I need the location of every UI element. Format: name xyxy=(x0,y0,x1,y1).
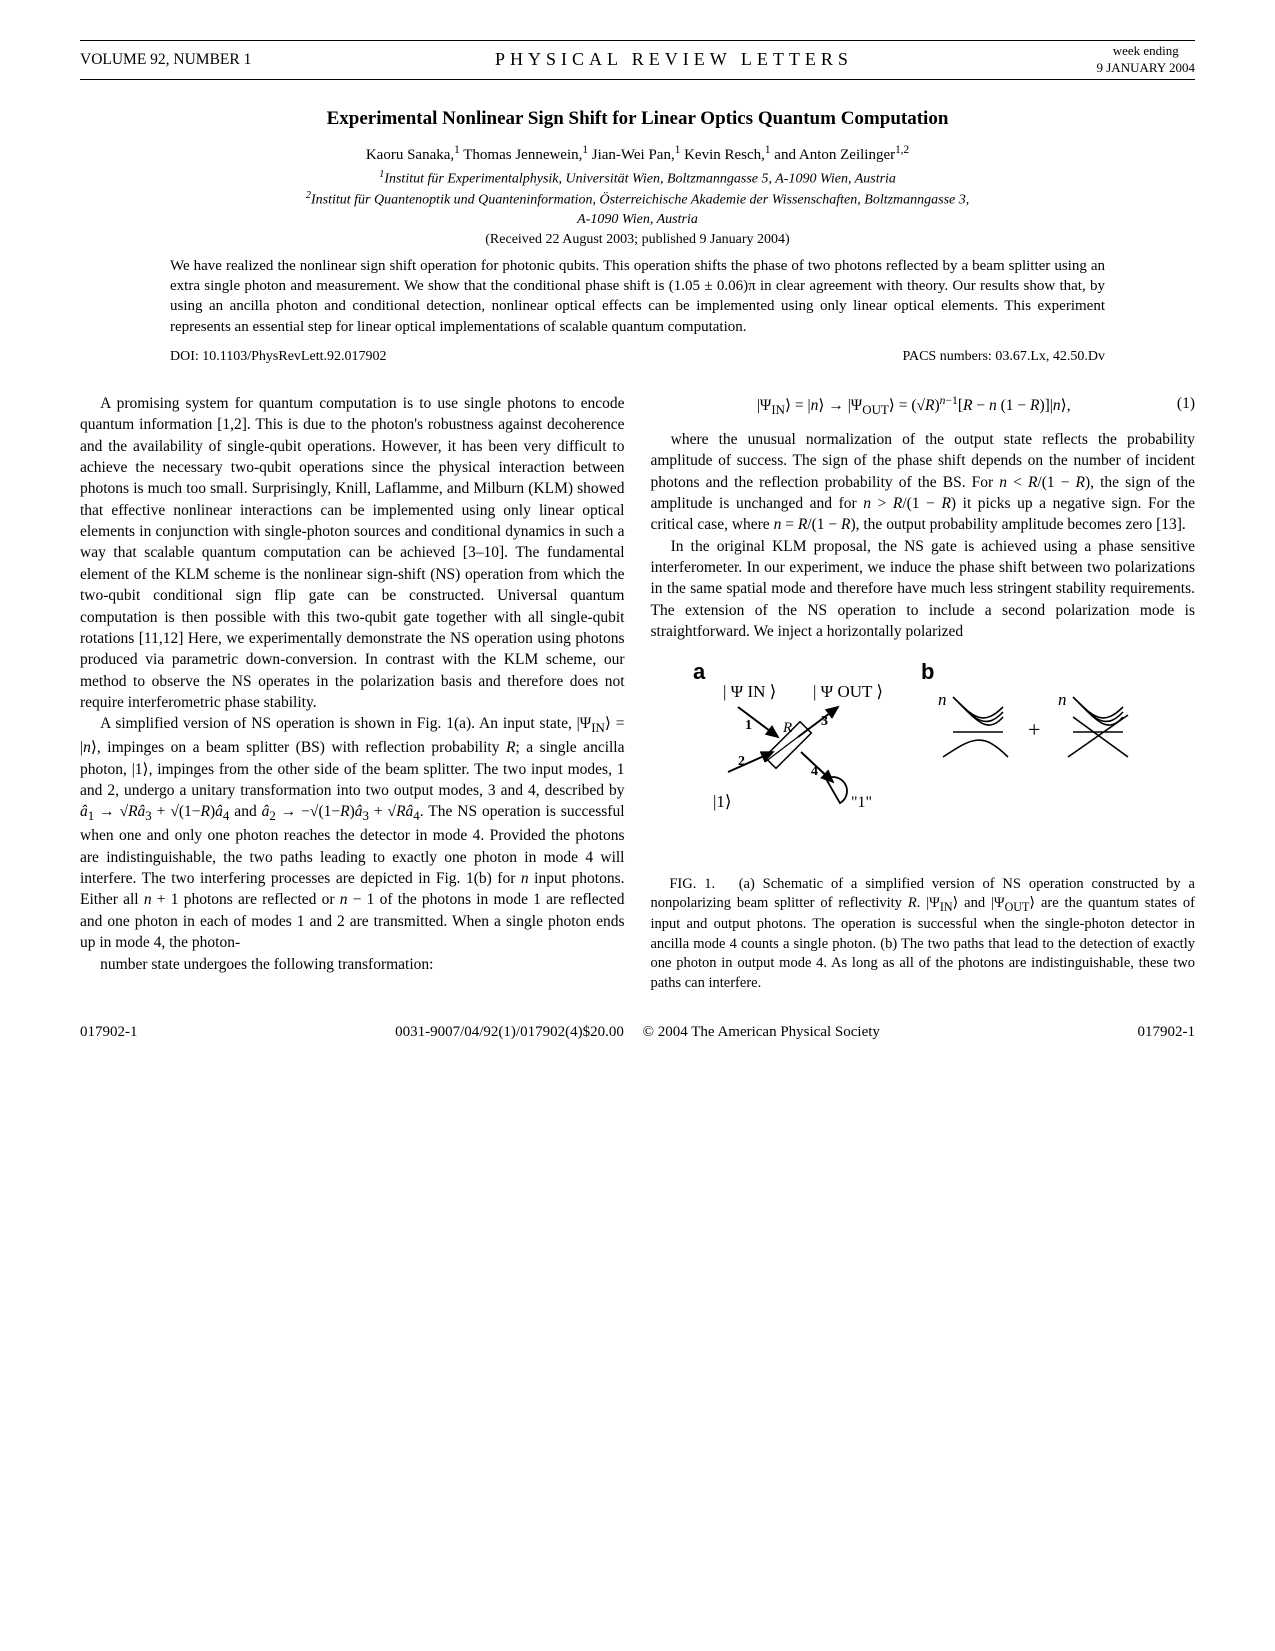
paragraph-2: A simplified version of NS operation is … xyxy=(80,713,625,953)
footer-right: 017902-1 xyxy=(1138,1024,1196,1041)
fig-R: R xyxy=(782,720,792,736)
fig-mode1: 1 xyxy=(745,718,752,733)
body-text: A promising system for quantum computati… xyxy=(80,393,1195,994)
fig-psi-in: | Ψ IN ⟩ xyxy=(723,682,776,701)
fig-mode3: 3 xyxy=(821,714,828,729)
fig-one-ket: |1⟩ xyxy=(713,792,732,811)
arrow-mode3 xyxy=(798,707,838,737)
detector-icon xyxy=(826,771,852,802)
affiliation-3: A-1090 Wien, Austria xyxy=(80,211,1195,230)
journal-name: PHYSICAL REVIEW LETTERS xyxy=(495,49,853,70)
fig-n2: n xyxy=(1058,690,1067,709)
arrow-mode1 xyxy=(738,707,778,737)
meta-line: DOI: 10.1103/PhysRevLett.92.017902 PACS … xyxy=(170,349,1105,365)
fig-label-a: a xyxy=(693,659,706,684)
fig-mode4: 4 xyxy=(811,764,818,779)
issue-date: week ending 9 JANUARY 2004 xyxy=(1097,43,1195,77)
paragraph-3: number state undergoes the following tra… xyxy=(80,954,625,975)
figure-1-svg: a | Ψ IN ⟩ | Ψ OUT ⟩ "1" 1 2 3 4 R |1⟩ b xyxy=(683,657,1163,867)
abstract: We have realized the nonlinear sign shif… xyxy=(170,256,1105,337)
figure-1: a | Ψ IN ⟩ | Ψ OUT ⟩ "1" 1 2 3 4 R |1⟩ b xyxy=(651,657,1196,994)
paragraph-1: A promising system for quantum computati… xyxy=(80,393,625,714)
fig-label-b: b xyxy=(921,659,934,684)
fig-psi-out: | Ψ OUT ⟩ xyxy=(813,682,883,701)
fig-one-det: "1" xyxy=(851,794,872,811)
author-list: Kaoru Sanaka,1 Thomas Jennewein,1 Jian-W… xyxy=(80,144,1195,164)
arrow-mode2 xyxy=(728,752,773,772)
panel-b-right xyxy=(1068,697,1128,757)
equation-1: |ΨIN⟩ = |n⟩ → |ΨOUT⟩ = (√R)n−1[R − n (1 … xyxy=(651,393,1196,419)
running-header: VOLUME 92, NUMBER 1 PHYSICAL REVIEW LETT… xyxy=(80,40,1195,80)
doi: DOI: 10.1103/PhysRevLett.92.017902 xyxy=(170,349,386,365)
pacs: PACS numbers: 03.67.Lx, 42.50.Dv xyxy=(902,349,1105,365)
fig-plus: + xyxy=(1028,717,1040,742)
paragraph-4: where the unusual normalization of the o… xyxy=(651,429,1196,536)
fig-n1: n xyxy=(938,690,947,709)
fig-mode2: 2 xyxy=(738,754,745,769)
paragraph-5: In the original KLM proposal, the NS gat… xyxy=(651,536,1196,643)
article-title: Experimental Nonlinear Sign Shift for Li… xyxy=(80,108,1195,130)
footer-left: 017902-1 xyxy=(80,1024,138,1041)
received-date: (Received 22 August 2003; published 9 Ja… xyxy=(80,232,1195,248)
affiliation-1: 1Institut für Experimentalphysik, Univer… xyxy=(80,168,1195,190)
page-footer: 017902-1 0031-9007/04/92(1)/017902(4)$20… xyxy=(80,1024,1195,1041)
affiliation-2: 2Institut für Quantenoptik und Quantenin… xyxy=(80,189,1195,211)
footer-center: 0031-9007/04/92(1)/017902(4)$20.00 © 200… xyxy=(395,1024,880,1041)
figure-1-caption: FIG. 1. (a) Schematic of a simplified ve… xyxy=(651,875,1196,994)
panel-b-left xyxy=(943,697,1008,757)
volume-number: VOLUME 92, NUMBER 1 xyxy=(80,51,251,69)
